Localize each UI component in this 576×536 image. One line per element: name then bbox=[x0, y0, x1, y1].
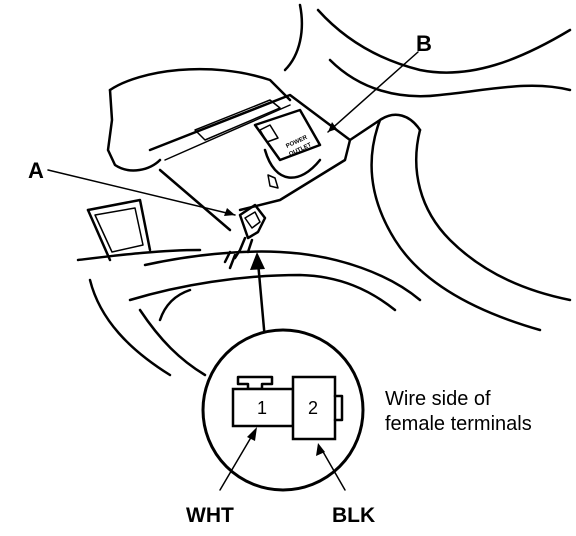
callout-a-label: A bbox=[28, 158, 44, 183]
blk-wire-label: BLK bbox=[332, 504, 375, 527]
note-line-2: female terminals bbox=[385, 413, 532, 435]
note-line-1: Wire side of bbox=[385, 388, 491, 410]
wht-wire-label: WHT bbox=[186, 504, 234, 527]
terminal-2-label: 2 bbox=[308, 398, 318, 418]
blk-arrow bbox=[316, 443, 346, 491]
connector-magnifier: 1 2 bbox=[201, 328, 365, 492]
power-outlet: POWER OUTLET bbox=[253, 108, 322, 189]
callout-b-label: B bbox=[416, 31, 432, 56]
wht-arrow bbox=[219, 427, 257, 491]
callout-a-leader bbox=[47, 169, 236, 216]
callout-b-leader bbox=[327, 51, 419, 133]
terminal-1-label: 1 bbox=[257, 398, 267, 418]
console-outline bbox=[76, 3, 572, 377]
connector-a bbox=[223, 203, 267, 270]
zoom-arrow bbox=[250, 252, 267, 342]
